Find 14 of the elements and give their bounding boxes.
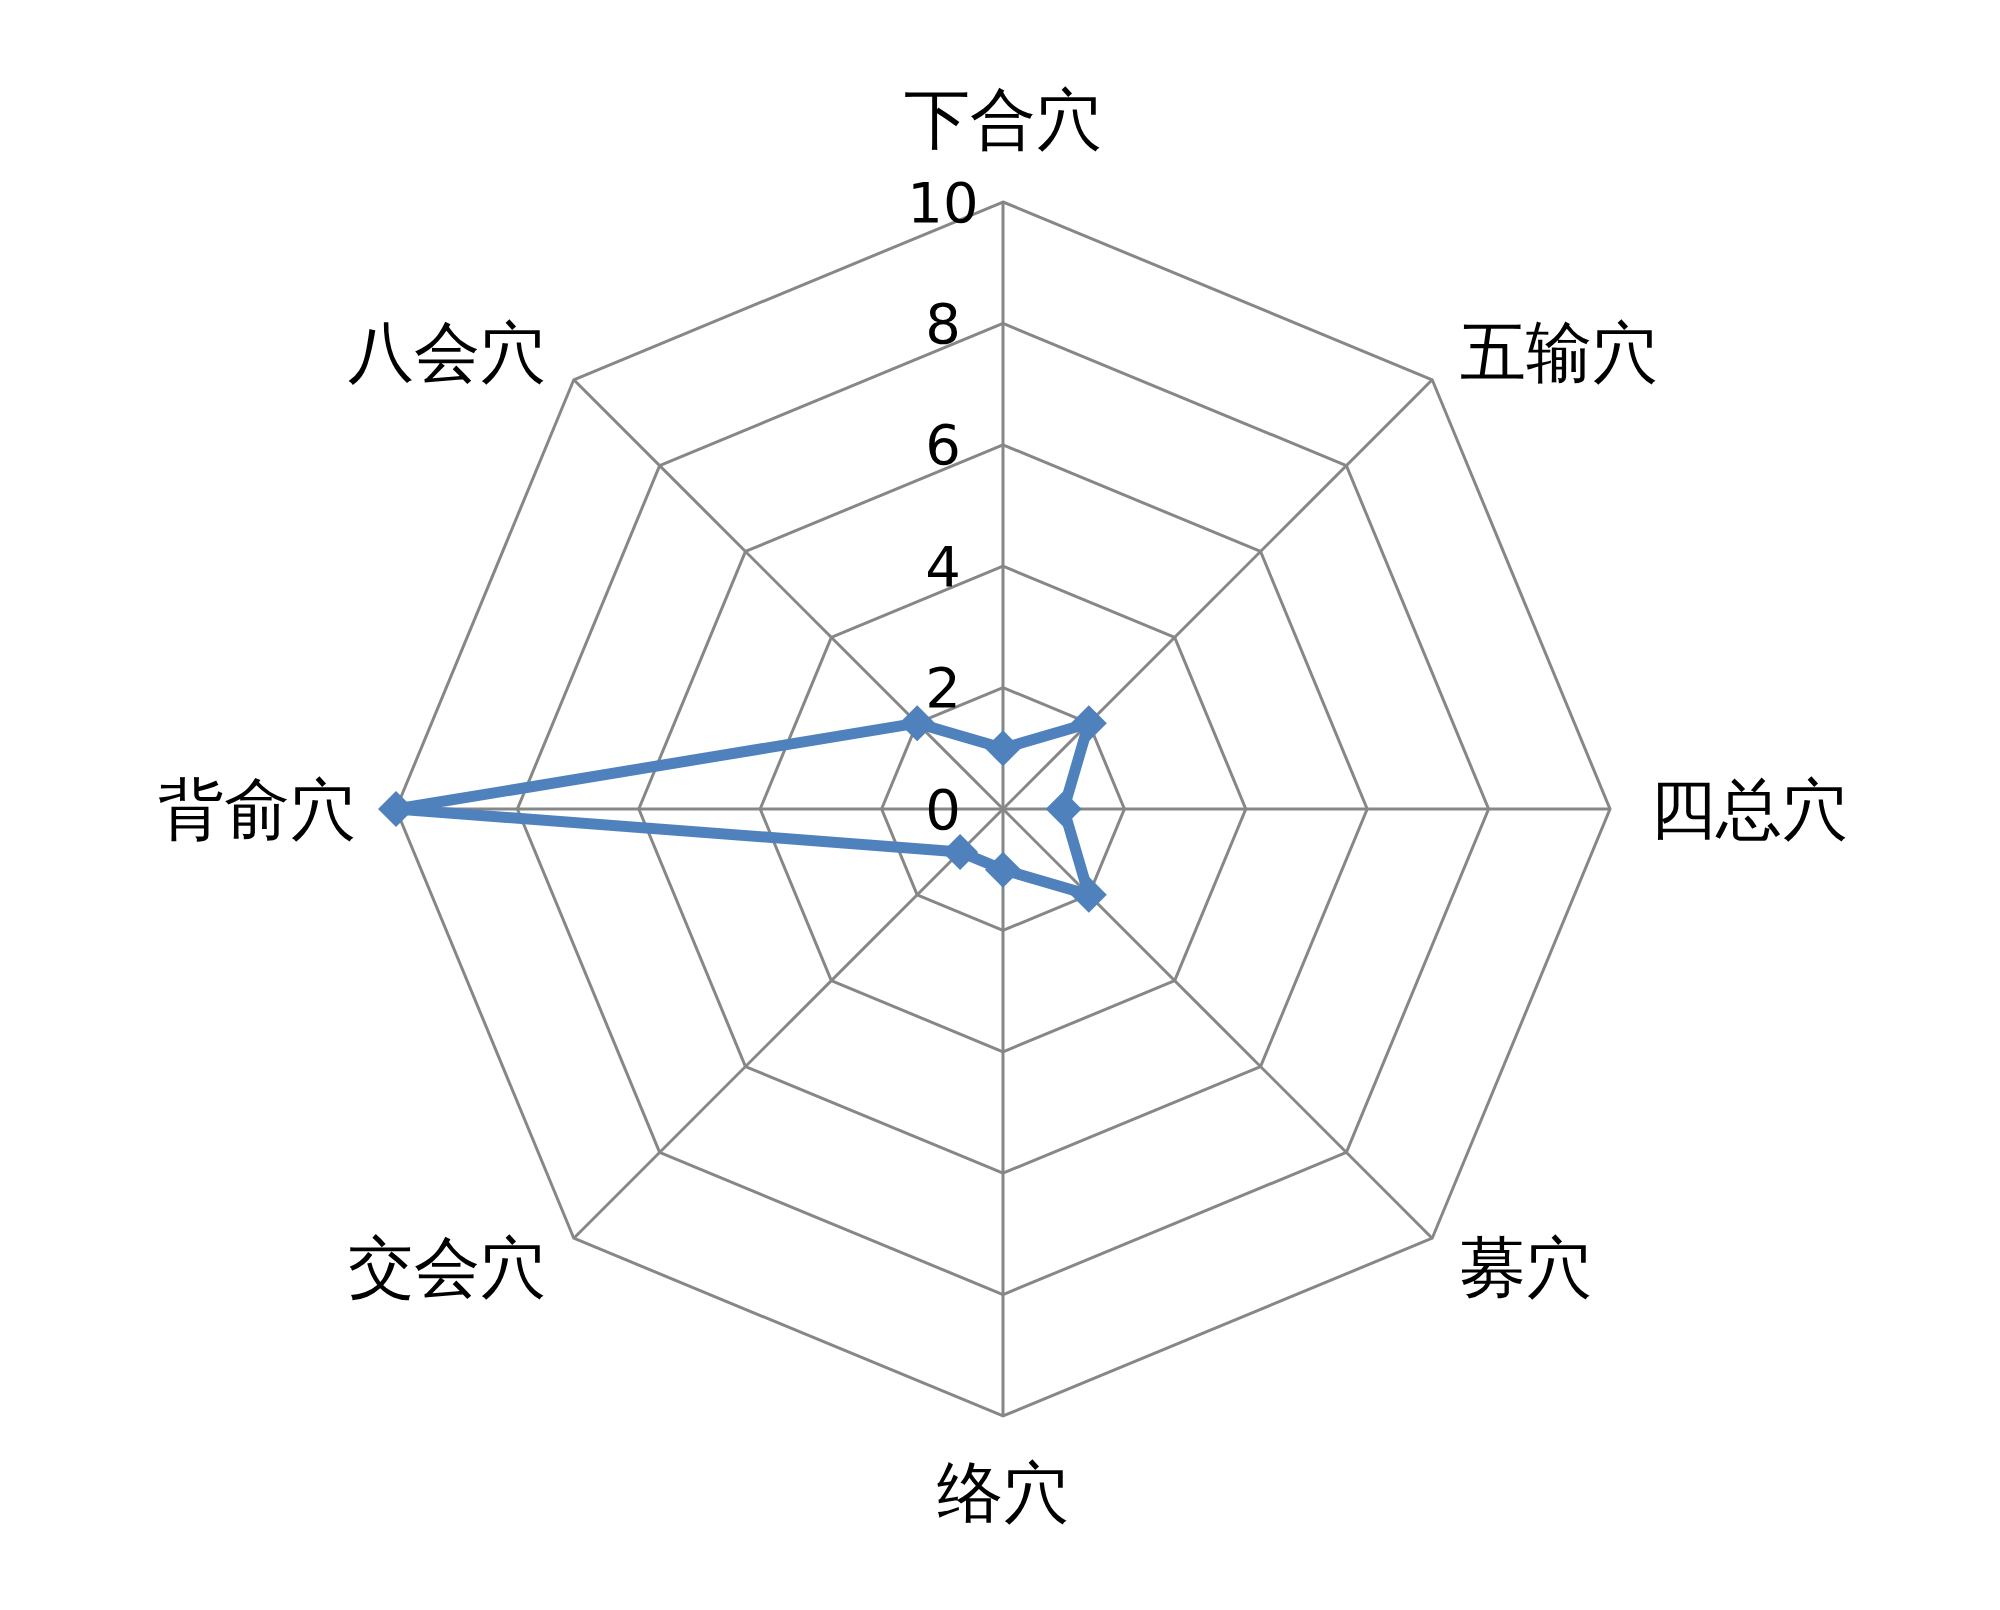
spoke-label: 募穴 [1460,1228,1593,1306]
spoke-label: 八会穴 [347,313,546,391]
spoke-label: 五输穴 [1460,313,1659,391]
spoke-label: 背俞穴 [158,771,356,849]
y-tick-label: 8 [925,291,961,356]
y-tick-label: 2 [925,655,961,721]
spoke-label: 络穴 [937,1454,1069,1532]
y-tick-label: 10 [907,169,979,235]
y-tick-label: 4 [925,533,961,599]
y-tick-label: 0 [925,776,961,842]
spoke-label: 四总穴 [1650,771,1848,849]
spoke-label: 下合穴 [904,81,1102,159]
y-tick-label: 6 [925,412,961,478]
spoke-label: 交会穴 [347,1228,546,1306]
